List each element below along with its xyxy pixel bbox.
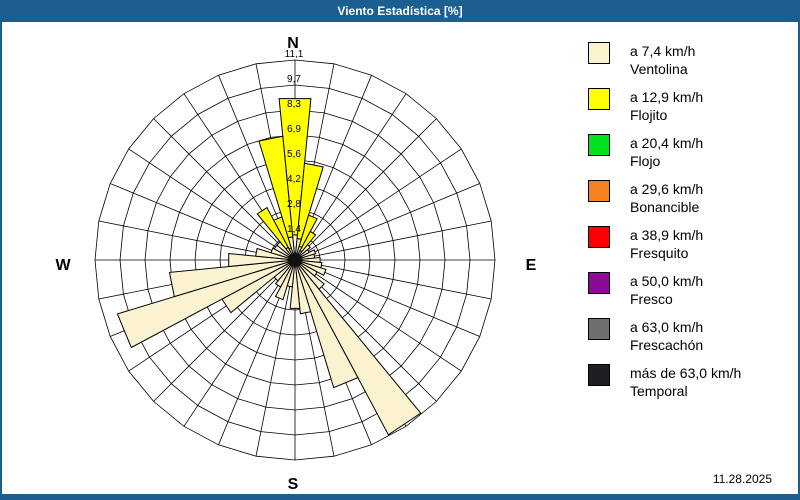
legend-swatch-flojo (588, 134, 610, 156)
legend-speed: a 29,6 km/h (630, 181, 704, 197)
window-title: Viento Estadística [%] (337, 4, 463, 18)
legend-label: Temporal (630, 383, 688, 399)
radial-tick-label: 11,1 (285, 49, 304, 60)
petal-NNE-Flojito (298, 214, 318, 248)
grid-spoke (294, 259, 492, 300)
radial-tick-label: 2,8 (287, 199, 301, 210)
cardinal-n: N (287, 35, 299, 52)
grid-spoke (255, 259, 296, 457)
content-area: 1,4 2,8 4,2 5,6 6,9 8,3 9,7 11,1 N S W E a 7,4 km/h… (2, 22, 798, 494)
legend-swatch-fresquito (588, 226, 610, 248)
grid-spoke (153, 118, 296, 261)
center-dot (288, 253, 302, 267)
grid-spoke (294, 259, 480, 337)
legend-label: Flojito (630, 107, 668, 123)
petal-NbW-Flojito (258, 135, 294, 239)
grid-spoke (294, 118, 437, 261)
legend-swatch-bonancible (588, 180, 610, 202)
grid-spoke (294, 259, 462, 372)
legend-label: Fresquito (630, 245, 689, 261)
grid-spoke (294, 220, 492, 261)
bottom-bar (0, 494, 800, 500)
legend-speed: a 7,4 km/h (630, 43, 696, 59)
legend-item: a 7,4 km/h Ventolina (588, 42, 788, 78)
cardinal-e: E (526, 257, 537, 274)
legend-item: a 50,0 km/h Fresco (588, 272, 788, 308)
legend-speed: a 38,9 km/h (630, 227, 704, 243)
legend-swatch-fresco (588, 272, 610, 294)
radial-tick-label: 6,9 (287, 124, 301, 135)
legend-item: a 12,9 km/h Flojito (588, 88, 788, 124)
grid-spoke (110, 183, 296, 261)
legend-swatch-frescachon (588, 318, 610, 340)
legend-speed: más de 63,0 km/h (630, 365, 742, 381)
legend-speed: a 20,4 km/h (630, 135, 704, 151)
grid-spoke (294, 93, 407, 261)
date-label: 11.28.2025 (712, 472, 772, 486)
cardinal-w: W (55, 257, 71, 274)
legend-item: a 38,9 km/h Fresquito (588, 226, 788, 262)
petal-NEbN-Flojito (299, 230, 317, 253)
legend-swatch-temporal (588, 364, 610, 386)
cardinal-s: S (288, 476, 299, 493)
legend-label: Flojo (630, 153, 661, 169)
legend-label: Frescachón (630, 337, 704, 353)
legend: a 7,4 km/h Ventolina a 12,9 km/h Flojito… (588, 42, 788, 410)
legend-item: a 29,6 km/h Bonancible (588, 180, 788, 216)
petal-NWbN-Flojito (256, 206, 289, 250)
radial-tick-label: 9,7 (287, 74, 301, 85)
legend-item: más de 63,0 km/h Temporal (588, 364, 788, 400)
petal-SSE-Ventolina (294, 259, 359, 389)
wind-rose-chart: 1,4 2,8 4,2 5,6 6,9 8,3 9,7 11,1N S W E (55, 35, 537, 493)
grid-spoke (294, 148, 462, 261)
legend-item: a 63,0 km/h Frescachón (588, 318, 788, 354)
grid-spoke (128, 148, 296, 261)
legend-swatch-ventolina (588, 42, 610, 64)
radial-tick-label: 5,6 (287, 149, 301, 160)
legend-speed: a 63,0 km/h (630, 319, 704, 335)
legend-item: a 20,4 km/h Flojo (588, 134, 788, 170)
grid-spoke (294, 183, 480, 261)
grid-spoke (183, 259, 296, 427)
title-bar: Viento Estadística [%] (0, 0, 800, 22)
radial-tick-label: 1,4 (287, 224, 301, 235)
legend-speed: a 12,9 km/h (630, 89, 704, 105)
legend-label: Bonancible (630, 199, 700, 215)
radial-tick-label: 8,3 (287, 99, 301, 110)
legend-label: Fresco (630, 291, 673, 307)
petal-NbE-Flojito (296, 162, 324, 240)
legend-label: Ventolina (630, 61, 688, 77)
grid-spoke (153, 259, 296, 402)
radial-tick-label: 4,2 (287, 174, 301, 185)
legend-swatch-flojito (588, 88, 610, 110)
legend-speed: a 50,0 km/h (630, 273, 704, 289)
